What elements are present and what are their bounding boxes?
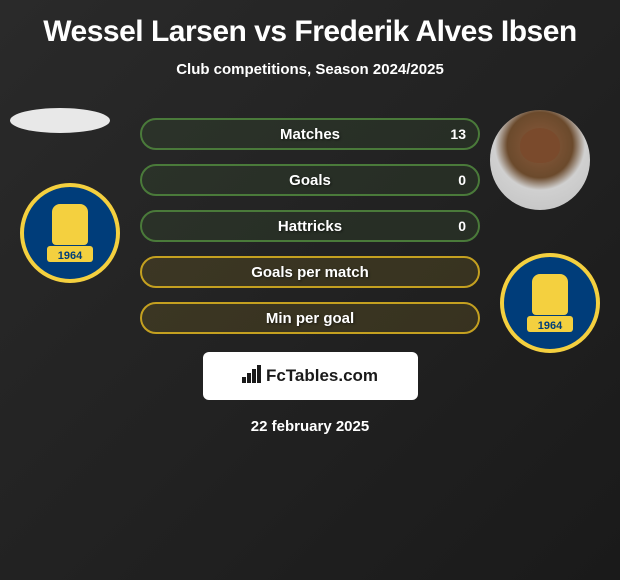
stat-row-hattricks: Hattricks 0	[140, 210, 480, 242]
stat-row-min-per-goal: Min per goal	[140, 302, 480, 334]
brand-footer: FcTables.com	[203, 352, 418, 400]
player-right-avatar	[490, 110, 590, 210]
club-badge-icon: 1964	[500, 253, 600, 353]
brand-text: FcTables.com	[266, 366, 378, 386]
chart-icon	[242, 365, 262, 388]
player-left-avatar	[10, 108, 110, 133]
stat-label: Hattricks	[278, 218, 342, 235]
comparison-card: Wessel Larsen vs Frederik Alves Ibsen Cl…	[0, 0, 620, 445]
stat-row-goals: Goals 0	[140, 164, 480, 196]
stat-row-goals-per-match: Goals per match	[140, 256, 480, 288]
date-text: 22 february 2025	[0, 418, 620, 435]
brand-logo: FcTables.com	[242, 365, 378, 388]
page-title: Wessel Larsen vs Frederik Alves Ibsen	[0, 15, 620, 49]
stat-row-matches: Matches 13	[140, 118, 480, 150]
badge-year: 1964	[58, 250, 82, 262]
subtitle: Club competitions, Season 2024/2025	[0, 61, 620, 78]
stat-value-right: 0	[458, 218, 466, 234]
stat-label: Min per goal	[266, 310, 354, 327]
stat-label: Goals	[289, 172, 331, 189]
stat-value-right: 13	[450, 126, 466, 142]
club-badge-icon: 1964	[20, 183, 120, 283]
badge-year: 1964	[538, 320, 562, 332]
stat-rows: Matches 13 Goals 0 Hattricks 0 Goals per…	[140, 118, 480, 334]
stats-area: 1964 1964 Matches 13 Goals 0 Hattricks 0	[0, 118, 620, 435]
player-left-club-badge: 1964	[20, 183, 120, 283]
stat-label: Goals per match	[251, 264, 369, 281]
stat-value-right: 0	[458, 172, 466, 188]
player-right-club-badge: 1964	[500, 253, 600, 353]
stat-label: Matches	[280, 126, 340, 143]
